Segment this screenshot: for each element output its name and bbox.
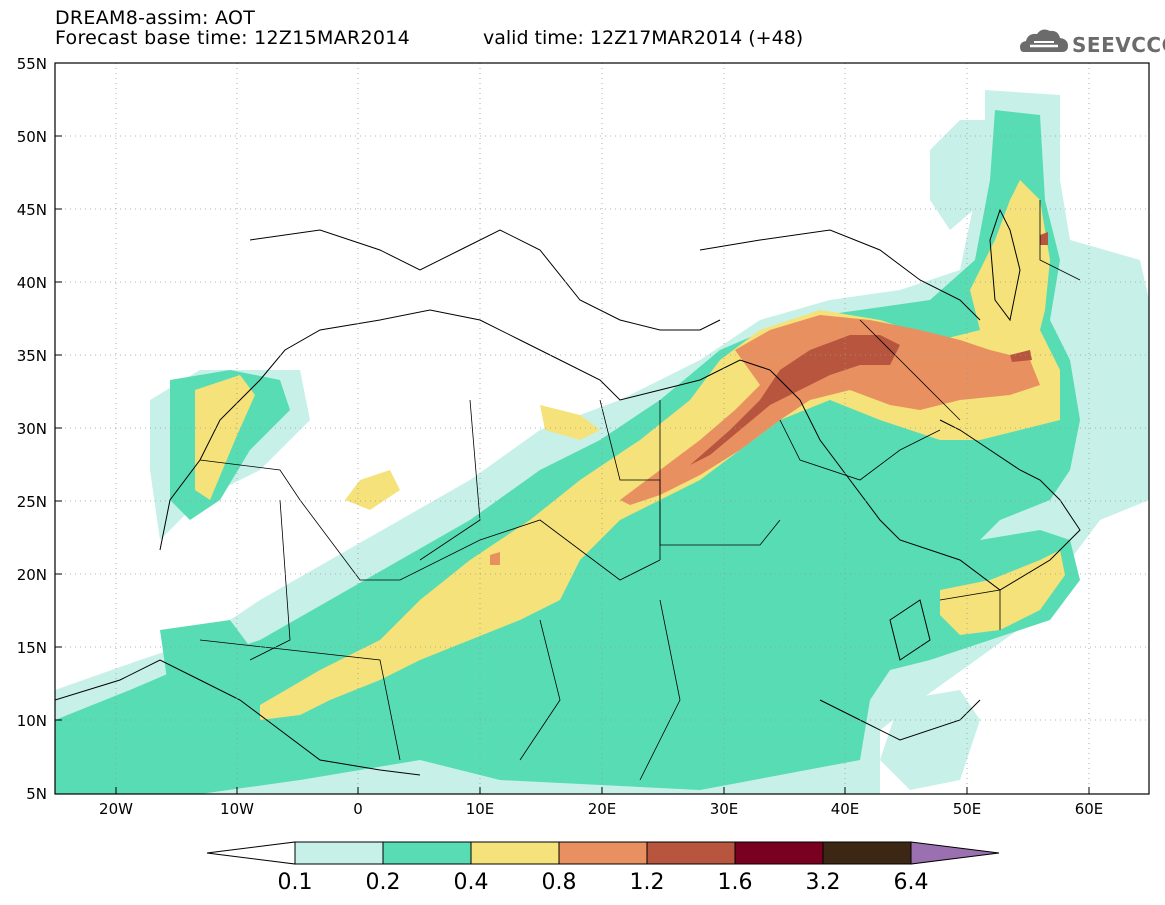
colorbar-cell <box>470 841 560 865</box>
colorbar-label: 0.4 <box>453 870 489 895</box>
lon-label: 20W <box>99 800 133 818</box>
colorbar-cell <box>294 841 384 865</box>
cloud-icon <box>1020 29 1068 52</box>
lon-label: 20E <box>587 800 617 818</box>
model-title: DREAM8-assim: AOT <box>55 7 256 29</box>
colorbar-cell <box>734 841 824 865</box>
lat-label: 30N <box>16 420 47 438</box>
valid-time: valid time: 12Z17MAR2014 (+48) <box>483 27 804 49</box>
colorbar-label: 0.8 <box>541 870 577 895</box>
colorbar-cell <box>558 841 648 865</box>
lat-label: 10N <box>16 712 47 730</box>
base-time: Forecast base time: 12Z15MAR2014 <box>55 27 411 49</box>
lat-label: 35N <box>16 347 47 365</box>
colorbar-label: 3.2 <box>805 870 841 895</box>
colorbar-under-arrow <box>206 841 296 865</box>
aot-level-1-2 <box>690 232 1048 465</box>
colorbar-label: 0.1 <box>277 870 313 895</box>
colorbar-over-arrow <box>910 841 1000 865</box>
aot-level-0-8 <box>490 315 1040 565</box>
colorbar-label: 1.6 <box>717 870 753 895</box>
lat-label: 45N <box>16 201 47 219</box>
colorbar-label: 1.2 <box>629 870 665 895</box>
colorbar-cell <box>382 841 472 865</box>
lon-label: 10W <box>220 800 254 818</box>
country-borders <box>199 200 1081 781</box>
lon-label: 10E <box>465 800 495 818</box>
lat-label: 50N <box>16 128 47 146</box>
logo-text: SEEVCCC <box>1072 33 1165 57</box>
colorbar-cell <box>646 841 736 865</box>
lon-label: 60E <box>1074 800 1104 818</box>
lat-label: 20N <box>16 566 47 584</box>
lat-label: 25N <box>16 493 47 511</box>
graticule <box>55 63 1149 794</box>
lat-label: 5N <box>26 785 47 803</box>
colorbar-label: 6.4 <box>893 870 929 895</box>
lat-label: 55N <box>16 55 47 73</box>
lat-label: 15N <box>16 639 47 657</box>
lon-label: 0 <box>353 800 363 818</box>
lat-label: 40N <box>16 274 47 292</box>
colorbar-cell <box>822 841 912 865</box>
lon-label: 30E <box>709 800 739 818</box>
lon-label: 50E <box>952 800 982 818</box>
lon-label: 40E <box>830 800 860 818</box>
colorbar-label: 0.2 <box>365 870 401 895</box>
colorbar <box>206 841 1000 865</box>
